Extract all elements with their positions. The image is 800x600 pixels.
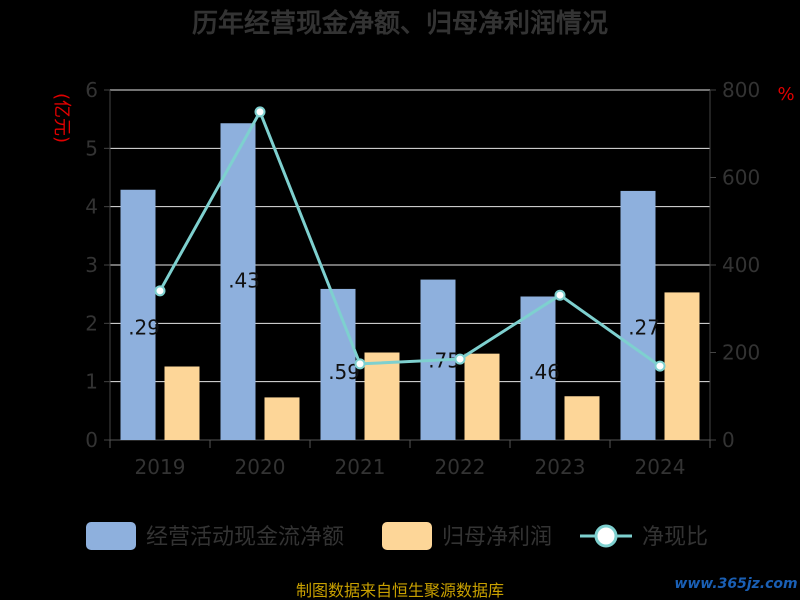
ratio-line (154, 106, 666, 372)
right-axis-unit: % (777, 84, 794, 105)
grid-lines (110, 89, 710, 383)
ratio-point (454, 353, 466, 365)
bar-profit (164, 366, 200, 440)
bar-cashflow (620, 190, 656, 440)
left-tick-label: 4 (85, 195, 98, 219)
left-tick-label: 0 (85, 428, 98, 452)
data-label: .27 (628, 315, 660, 339)
left-axis: 0 1 2 3 4 5 6 (亿元) (51, 78, 111, 452)
ratio-point (354, 358, 366, 370)
source-note: 制图数据来自恒生聚源数据库 (296, 581, 504, 600)
bar-cashflow (320, 288, 356, 440)
left-axis-unit: (亿元) (51, 93, 72, 143)
legend-swatch-cashflow (86, 522, 136, 550)
right-tick-label: 600 (722, 166, 760, 190)
x-tick-label: 2021 (335, 455, 386, 479)
ratio-point (254, 106, 266, 118)
bar-cashflow (520, 296, 556, 440)
x-tick-label: 2024 (635, 455, 686, 479)
x-tick-label: 2019 (135, 455, 186, 479)
x-axis: 2019 2020 2021 2022 2023 2024 (109, 439, 711, 479)
legend-label-cashflow: 经营活动现金流净额 (146, 525, 344, 550)
legend-marker-ratio (594, 524, 618, 548)
legend-label-ratio: 净现比 (642, 525, 708, 550)
bars (120, 123, 700, 440)
data-label: .46 (528, 360, 560, 384)
right-axis: 0 200 400 600 800% (709, 78, 795, 452)
x-tick-label: 2023 (535, 455, 586, 479)
left-tick-label: 2 (85, 311, 98, 335)
legend-label-profit: 归母净利润 (442, 525, 552, 550)
legend-swatch-profit (382, 522, 432, 550)
bar-profit (664, 292, 700, 440)
right-tick-label: 0 (722, 428, 735, 452)
data-label: .43 (228, 269, 260, 293)
legend: 经营活动现金流净额 归母净利润 净现比 (86, 522, 708, 550)
bar-profit (564, 396, 600, 440)
bar-profit (464, 353, 500, 440)
bar-profit (264, 397, 300, 440)
bar-cashflow (120, 189, 156, 440)
ratio-point (654, 360, 666, 372)
left-tick-label: 3 (85, 253, 98, 277)
watermark: www.365jz.com (674, 576, 797, 592)
data-label: .29 (128, 315, 160, 339)
bar-profit (364, 352, 400, 440)
data-labels: .29.43.59.75.46.27 (128, 269, 660, 385)
left-tick-label: 1 (85, 370, 98, 394)
left-tick-label: 6 (85, 78, 98, 102)
x-tick-label: 2022 (435, 455, 486, 479)
ratio-point (554, 289, 566, 301)
ratio-point (154, 285, 166, 297)
right-tick-label: 800 (722, 78, 760, 102)
ratio-line-path (158, 108, 661, 368)
chart-title: 历年经营现金净额、归母净利润情况 (192, 8, 608, 39)
right-tick-label: 400 (722, 253, 760, 277)
right-tick-label: 200 (722, 341, 760, 365)
x-tick-label: 2020 (235, 455, 286, 479)
left-tick-label: 5 (85, 136, 98, 160)
bar-cashflow (220, 123, 256, 440)
